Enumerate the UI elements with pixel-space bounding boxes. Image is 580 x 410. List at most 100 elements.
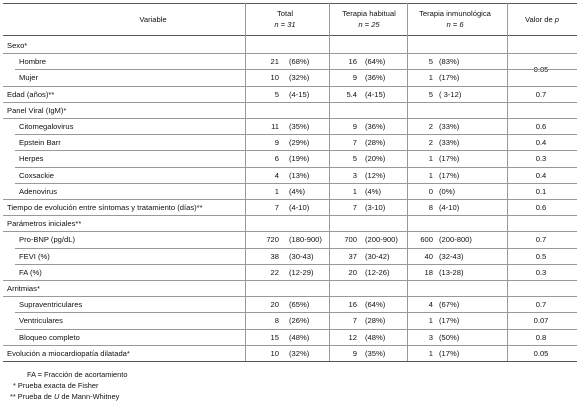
header-variable: Variable (139, 15, 167, 24)
p-value: 0.6 (535, 203, 547, 212)
section-label: Panel Viral (IgM)* (7, 105, 67, 115)
habitual-count: 1 (352, 186, 357, 196)
total-detail: (29%) (289, 138, 310, 148)
row-rule (15, 182, 577, 184)
habitual-count: 9 (352, 122, 357, 131)
total-detail: (4-10) (289, 203, 310, 212)
inmuno-detail: (17%) (439, 154, 460, 164)
table-row: Ventriculares 8 (26%) 7 (28%) 1 (17%) 0.07 (3, 312, 577, 328)
total-count: 5 (274, 89, 279, 99)
inmuno-count: 600 (420, 235, 433, 245)
header-total-n: n = 31 (274, 20, 296, 29)
column-rule (407, 3, 408, 361)
inmuno-count: 1 (428, 73, 433, 83)
p-value: 0.1 (535, 186, 547, 196)
row-rule (15, 69, 577, 71)
habitual-detail: (20%) (365, 154, 386, 164)
inmuno-detail: (32-43) (439, 251, 464, 261)
habitual-count: 12 (348, 332, 357, 342)
row-rule (15, 328, 577, 330)
habitual-count: 3 (352, 170, 357, 180)
inmuno-count: 1 (428, 348, 433, 358)
total-count: 10 (270, 348, 279, 358)
section-label: Parámetros iniciales** (7, 219, 82, 229)
row-rule (3, 215, 577, 217)
inmuno-detail: (13-28) (439, 267, 464, 277)
section-label: Evolución a miocardiopatía dilatada* (7, 348, 130, 358)
section-row: Panel Viral (IgM)* (3, 102, 577, 118)
table-row: Pro-BNP (pg/dL) 720 (180-900) 700 (200-900) 6… (3, 231, 577, 247)
inmuno-count: 1 (428, 154, 433, 164)
inmuno-detail: (50%) (439, 332, 460, 342)
section-row: Sexo* (3, 37, 577, 53)
total-detail: (12-29) (289, 267, 314, 277)
section-row: Parámetros iniciales** (3, 215, 577, 231)
habitual-count: 700 (344, 235, 357, 245)
row-rule (3, 296, 577, 298)
p-value: 0.3 (535, 154, 547, 164)
inmuno-detail: (17%) (439, 316, 460, 326)
inmuno-count: 1 (428, 316, 433, 326)
total-detail: (4%) (289, 186, 306, 196)
p-value: 0.6 (535, 122, 547, 131)
table-row: Hombre 21 (68%) 16 (64%) 5 (83%) 0.05 (3, 53, 577, 74)
habitual-count: 7 (352, 138, 357, 148)
habitual-detail: (3-10) (365, 203, 386, 212)
section-row: Tiempo de evolución entre síntomas y tra… (3, 199, 577, 215)
total-count: 8 (274, 316, 279, 326)
row-label: FA (%) (19, 267, 42, 277)
section-label: Arritmias* (7, 284, 40, 293)
habitual-count: 7 (352, 316, 357, 326)
table-top-rule (3, 3, 577, 4)
p-value: 0.5 (535, 251, 547, 261)
row-label: Ventriculares (19, 316, 63, 326)
row-rule (3, 118, 577, 119)
habitual-count: 7 (352, 203, 357, 212)
row-label: Bloqueo completo (19, 332, 80, 342)
habitual-detail: (12%) (365, 170, 386, 180)
header-bottom-rule (3, 35, 577, 36)
inmuno-count: 5 (428, 57, 433, 67)
row-label: Citomegalovirus (19, 122, 74, 131)
inmuno-detail: ( 3-12) (439, 89, 462, 99)
habitual-detail: (30-42) (365, 251, 390, 261)
inmuno-count: 3 (428, 332, 433, 342)
row-rule (15, 247, 577, 249)
column-rule (329, 3, 330, 361)
habitual-count: 16 (348, 300, 357, 310)
habitual-detail: (64%) (365, 57, 386, 67)
total-detail: (4-15) (289, 89, 310, 99)
p-value: 0.4 (535, 138, 547, 148)
total-count: 21 (270, 57, 279, 67)
header-habitual-n: n = 25 (358, 20, 380, 29)
row-rule (3, 85, 577, 87)
habitual-detail: (28%) (365, 138, 386, 148)
table-row: FA (%) 22 (12-29) 20 (12-26) 18 (13-28) 0.3 (3, 264, 577, 280)
row-rule (3, 101, 577, 103)
inmuno-detail: (67%) (439, 300, 460, 310)
header-inmuno: Terapia inmunológica (419, 9, 491, 18)
total-detail: (32%) (289, 348, 310, 358)
total-count: 9 (274, 138, 279, 148)
row-rule (3, 199, 577, 200)
section-row: Arritmias* (3, 280, 577, 296)
row-rule (3, 344, 577, 346)
inmuno-detail: (17%) (439, 170, 460, 180)
note-mann-whitney: ** Prueba de U de Mann-Whitney (10, 392, 120, 401)
habitual-count: 5 (352, 154, 357, 164)
section-row: Evolución a miocardiopatía dilatada* 10 (3… (3, 345, 577, 361)
total-detail: (26%) (289, 316, 310, 326)
habitual-detail: (12-26) (365, 267, 390, 277)
section-label: Sexo* (7, 41, 28, 50)
inmuno-count: 2 (428, 138, 433, 148)
habitual-detail: (200-900) (365, 235, 398, 245)
habitual-count: 9 (352, 348, 357, 358)
inmuno-count: 18 (424, 267, 433, 277)
inmuno-detail: (17%) (439, 73, 460, 83)
inmuno-detail: (200-800) (439, 235, 472, 245)
row-label: Pro-BNP (pg/dL) (19, 235, 75, 245)
total-count: 20 (270, 300, 279, 310)
row-rule (15, 263, 577, 265)
total-detail: (180-900) (289, 235, 322, 245)
habitual-detail: (48%) (365, 332, 386, 342)
